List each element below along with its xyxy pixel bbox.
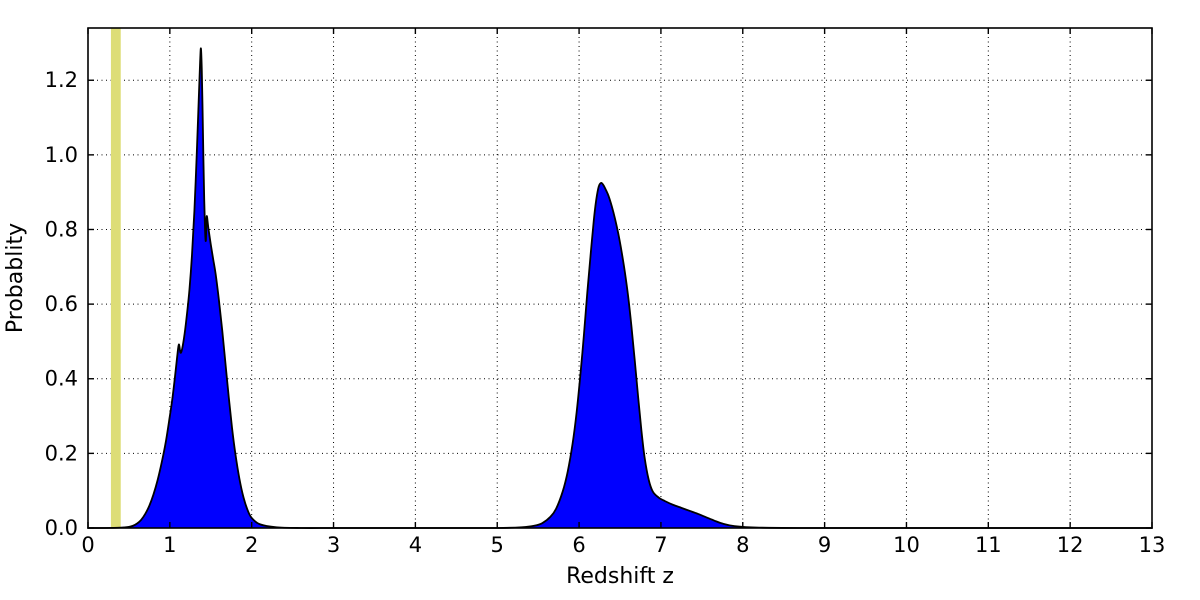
axis-ticks xyxy=(87,28,1153,529)
y-tick-label: 0.2 xyxy=(45,441,78,465)
x-tick-label: 13 xyxy=(1139,533,1166,557)
y-tick-label: 1.2 xyxy=(45,68,78,92)
x-tick-label: 0 xyxy=(81,533,94,557)
x-tick-label: 2 xyxy=(245,533,258,557)
y-tick-label: 0.4 xyxy=(45,367,78,391)
y-tick-label: 0.6 xyxy=(45,292,78,316)
y-tick-labels: 0.0 0.2 0.4 0.6 0.8 1.0 1.2 xyxy=(45,68,78,540)
x-tick-label: 4 xyxy=(409,533,422,557)
x-axis-title: Redshift z xyxy=(566,564,674,589)
y-tick-label: 0.0 xyxy=(45,516,78,540)
y-axis-title: Probablity xyxy=(3,223,28,333)
redshift-band xyxy=(110,28,121,528)
x-tick-label: 8 xyxy=(736,533,749,557)
x-tick-labels: 0 1 2 3 4 5 6 7 8 9 10 11 12 13 xyxy=(81,533,1165,557)
axes-frame xyxy=(87,27,1153,529)
x-tick-label: 5 xyxy=(491,533,504,557)
y-tick-label: 1.0 xyxy=(45,143,78,167)
x-tick-label: 11 xyxy=(975,533,1002,557)
x-tick-label: 12 xyxy=(1057,533,1084,557)
x-tick-label: 7 xyxy=(654,533,667,557)
x-tick-label: 1 xyxy=(163,533,176,557)
x-tick-label: 10 xyxy=(893,533,920,557)
x-tick-label: 6 xyxy=(572,533,585,557)
x-tick-label: 3 xyxy=(327,533,340,557)
redshift-band xyxy=(110,28,121,528)
y-tick-label: 0.8 xyxy=(45,217,78,241)
x-tick-label: 9 xyxy=(818,533,831,557)
density-fill xyxy=(88,48,1152,529)
